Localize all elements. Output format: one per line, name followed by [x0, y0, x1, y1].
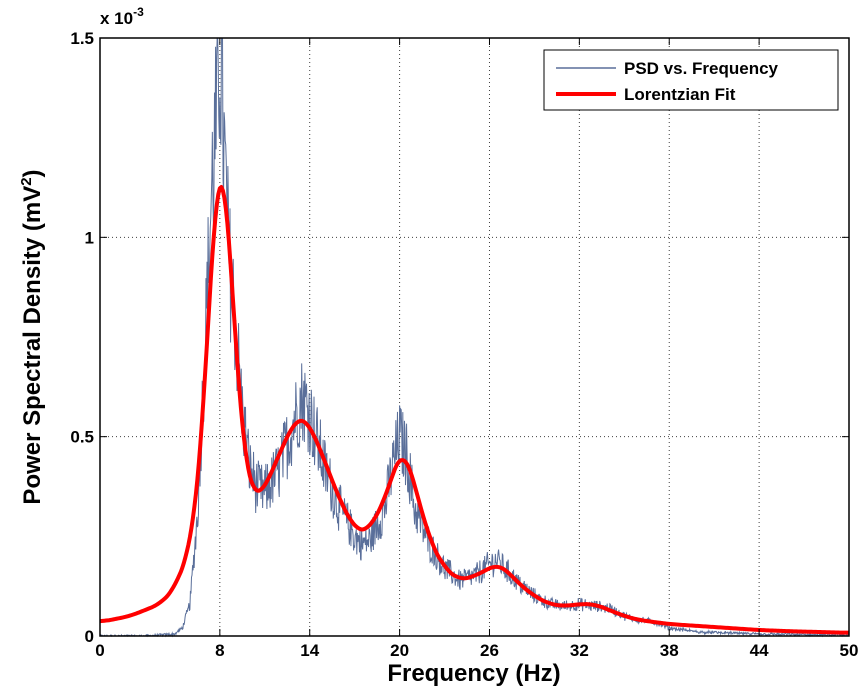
y-tick-label: 0	[85, 627, 94, 646]
y-tick-label: 0.5	[70, 428, 94, 447]
x-tick-label: 38	[660, 641, 679, 660]
legend-label-fit: Lorentzian Fit	[624, 85, 736, 104]
x-tick-label: 14	[300, 641, 319, 660]
legend: PSD vs. Frequency Lorentzian Fit	[544, 50, 838, 110]
x-axis-title: Frequency (Hz)	[387, 660, 560, 687]
x-tick-label: 8	[215, 641, 224, 660]
y-tick-label: 1	[85, 228, 94, 247]
legend-label-psd: PSD vs. Frequency	[624, 59, 779, 78]
x-tick-label: 0	[95, 641, 104, 660]
x-tick-label: 44	[750, 641, 769, 660]
x-tick-label: 20	[390, 641, 409, 660]
y-tick-label: 1.5	[70, 29, 94, 48]
x-tick-label: 50	[840, 641, 859, 660]
y-axis-title: Power Spectral Density (mV2)	[18, 169, 46, 504]
x-tick-label: 26	[480, 641, 499, 660]
x-tick-label: 32	[570, 641, 589, 660]
